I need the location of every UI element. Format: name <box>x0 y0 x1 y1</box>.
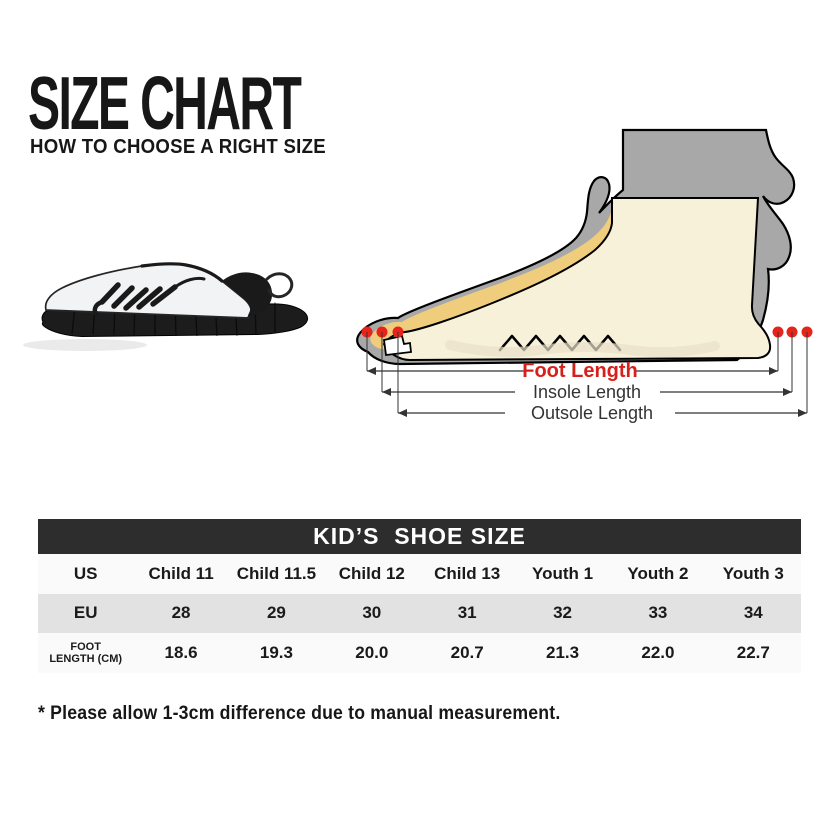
svg-text:Foot Length: Foot Length <box>522 360 638 382</box>
svg-text:Insole Length: Insole Length <box>533 382 641 402</box>
svg-text:Outsole Length: Outsole Length <box>531 403 653 423</box>
